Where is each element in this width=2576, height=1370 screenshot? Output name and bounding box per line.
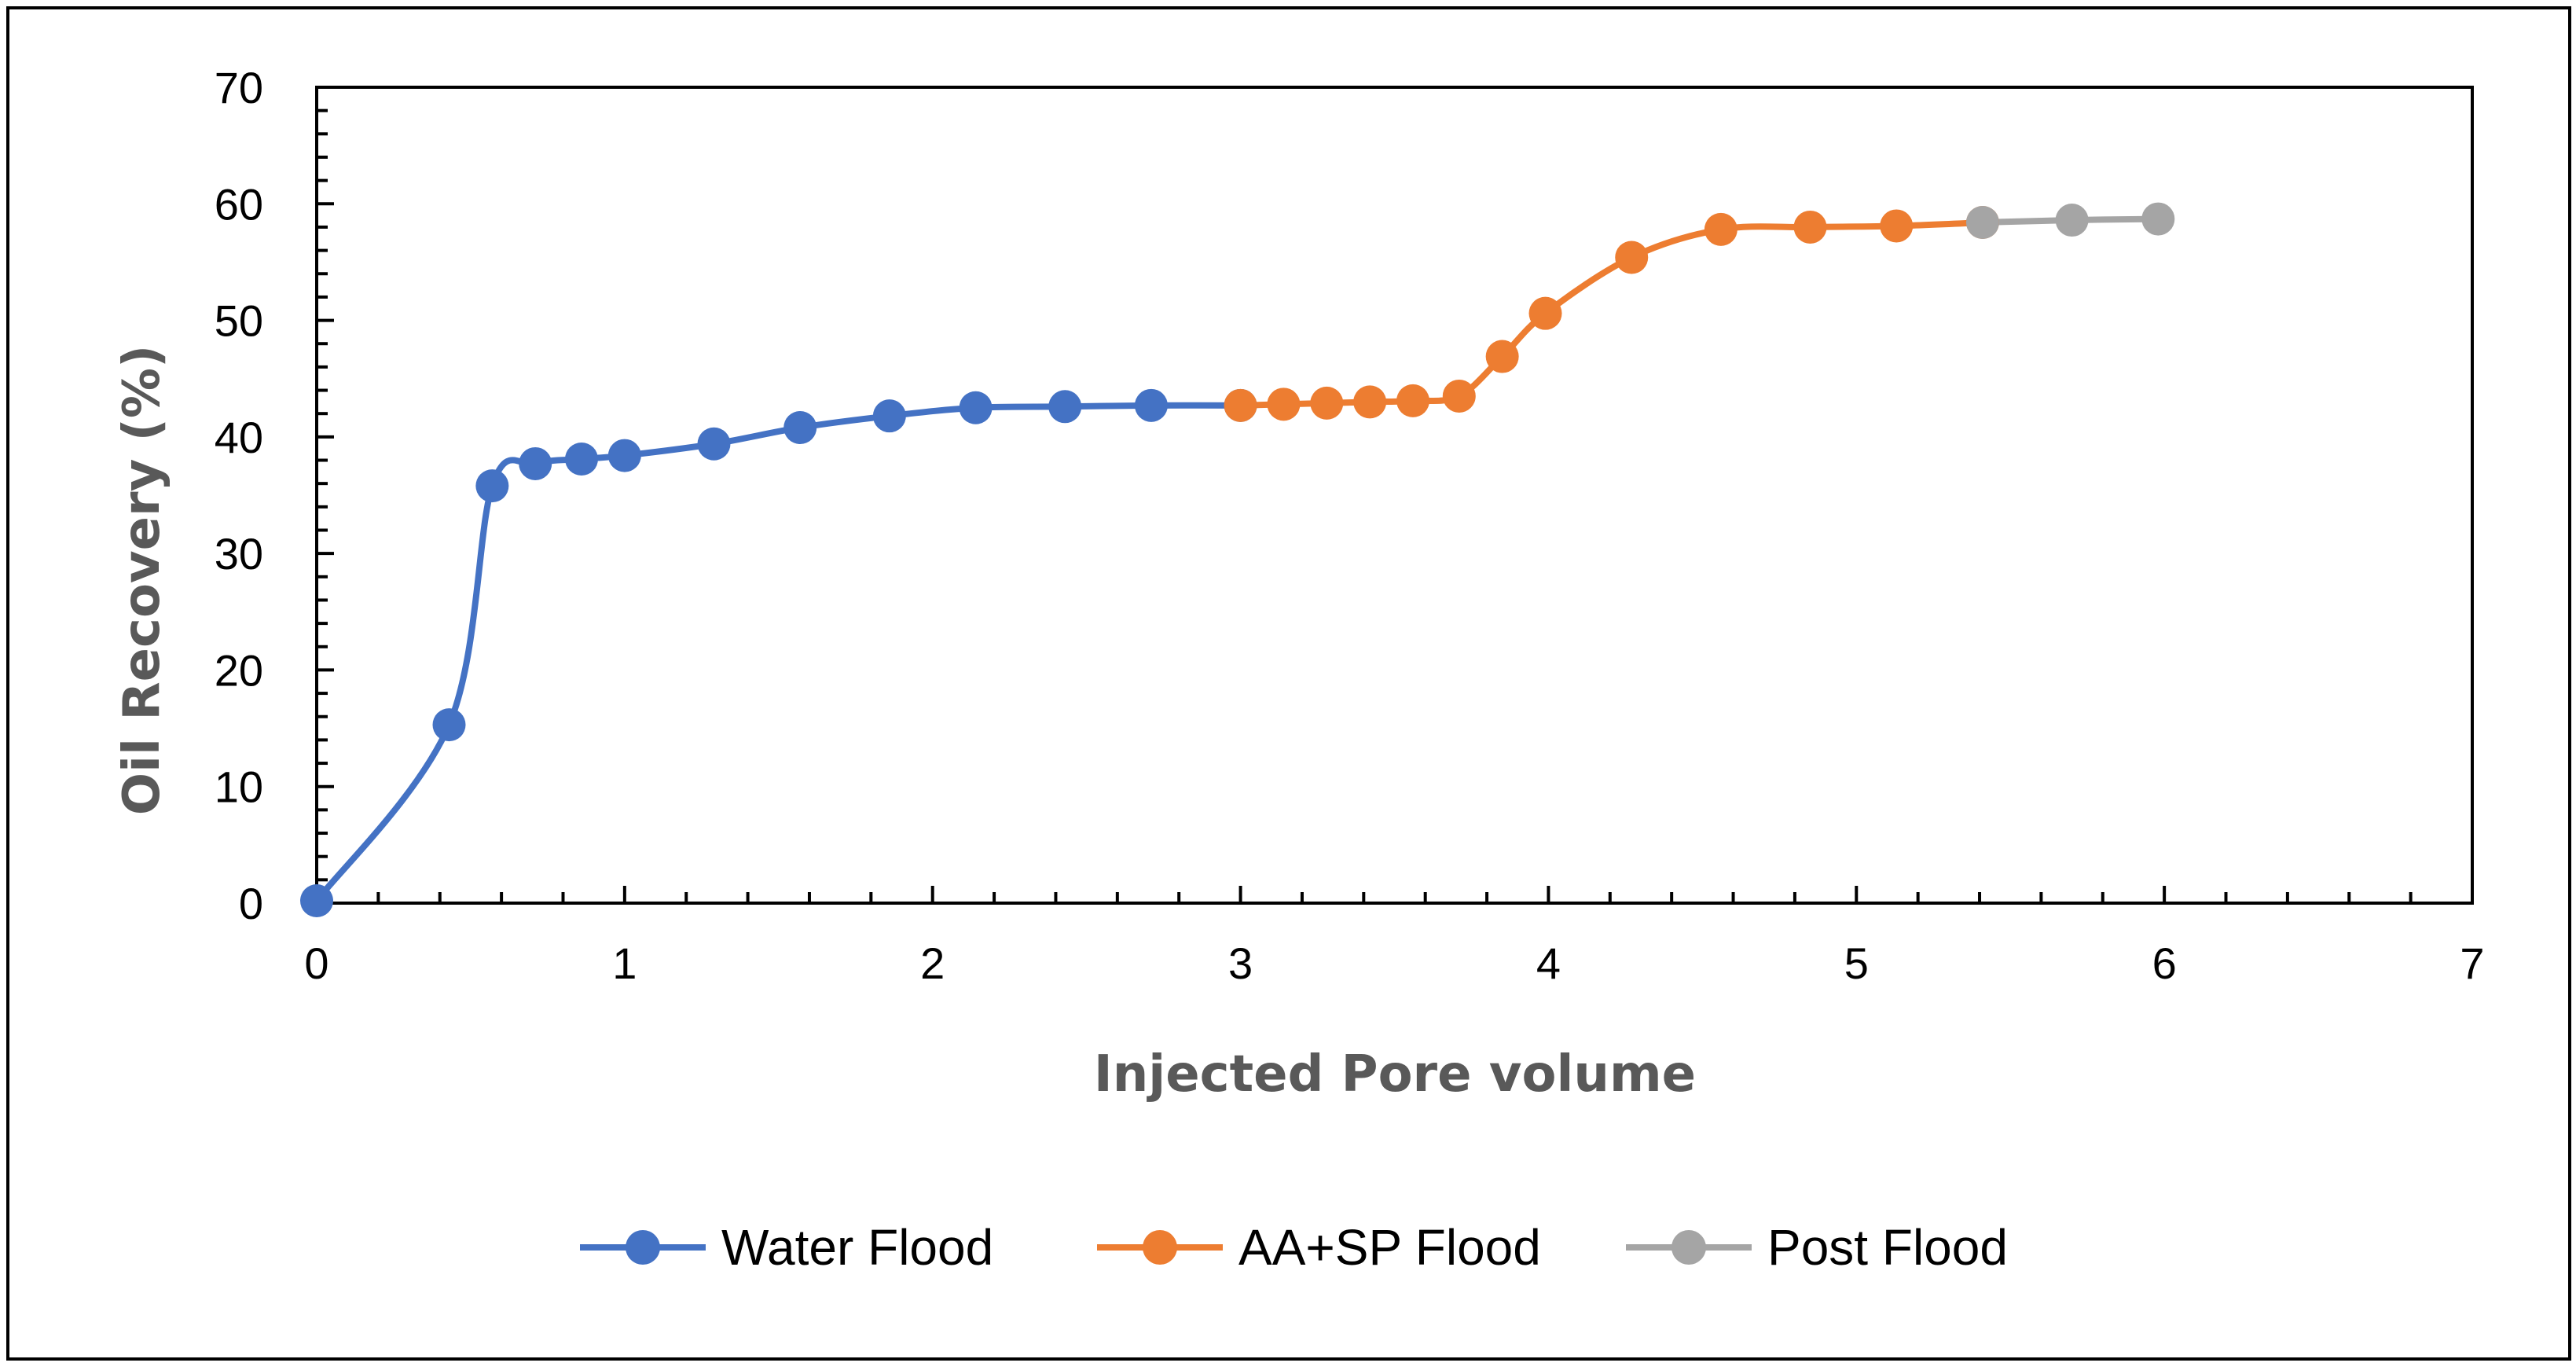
data-point-water-flood (1134, 388, 1168, 422)
chart-frame (6, 6, 2571, 1361)
x-tick-label: 3 (1228, 938, 1253, 988)
data-point-water-flood (697, 427, 731, 461)
series-layer (300, 202, 2175, 918)
data-point-post-flood (2055, 204, 2089, 237)
data-point-aa-sp-flood (1224, 388, 1257, 422)
data-point-water-flood (872, 399, 906, 433)
series-water-flood (314, 402, 1244, 905)
x-tick-label: 5 (1844, 938, 1869, 988)
plot-area-border (315, 86, 2474, 905)
data-point-aa-sp-flood (1396, 384, 1430, 417)
legend-label-aa-sp-flood: AA+SP Flood (1238, 1219, 1541, 1276)
x-tick-label: 1 (612, 938, 637, 988)
legend-label-post-flood: Post Flood (1767, 1219, 2008, 1276)
data-point-aa-sp-flood (1793, 210, 1827, 244)
x-axis-title: Injected Pore volume (1094, 1045, 1696, 1104)
data-point-water-flood (783, 410, 817, 444)
legend: Water Flood AA+SP Flood Post Flood (580, 1219, 2008, 1276)
legend-item-aa-sp-flood: AA+SP Flood (1097, 1219, 1541, 1276)
y-axis-title: Oil Recovery (%) (113, 345, 171, 815)
x-tick-label: 0 (304, 938, 328, 988)
data-point-water-flood (607, 439, 641, 472)
markers-aa-sp-flood (1224, 206, 1999, 422)
y-tick-label: 20 (215, 645, 263, 695)
y-tick-label: 40 (215, 413, 263, 462)
axes: 0 10 20 30 40 50 60 70 0 1 2 3 4 5 6 7 (215, 63, 2485, 988)
data-point-aa-sp-flood (1310, 386, 1344, 420)
data-point-aa-sp-flood (1267, 387, 1301, 421)
y-tick-label: 10 (215, 762, 263, 812)
data-point-water-flood (475, 469, 509, 503)
data-point-aa-sp-flood (1528, 296, 1562, 330)
y-tick-label: 30 (215, 529, 263, 578)
x-tick-label: 6 (2152, 938, 2177, 988)
y-tick-label: 60 (215, 179, 263, 229)
markers-post-flood (1965, 202, 2175, 240)
data-point-water-flood (519, 446, 552, 480)
series-line-aa-sp-flood (1237, 219, 1986, 409)
y-tick-label: 70 (215, 63, 263, 112)
markers-water-flood (300, 388, 1257, 918)
legend-item-post-flood: Post Flood (1626, 1219, 2008, 1276)
series-line-water-flood (314, 402, 1244, 905)
data-point-water-flood (959, 391, 993, 424)
legend-marker-aa-sp-flood (1143, 1230, 1177, 1265)
data-point-aa-sp-flood (1442, 379, 1476, 413)
data-point-water-flood (300, 884, 333, 918)
legend-item-water-flood: Water Flood (580, 1219, 993, 1276)
series-aa-sp-flood (1237, 219, 1986, 409)
data-point-water-flood (432, 708, 466, 742)
legend-marker-post-flood (1671, 1230, 1706, 1265)
x-tick-label: 2 (920, 938, 945, 988)
data-point-water-flood (564, 443, 598, 476)
data-point-aa-sp-flood (1485, 340, 1519, 373)
data-point-aa-sp-flood (1880, 209, 1914, 243)
data-point-post-flood (2141, 202, 2175, 236)
data-point-aa-sp-flood (1353, 385, 1387, 419)
x-tick-label: 7 (2460, 938, 2484, 988)
data-point-aa-sp-flood (1615, 241, 1649, 274)
data-point-water-flood (1048, 390, 1082, 424)
data-point-post-flood (1965, 206, 1999, 240)
x-tick-label: 4 (1536, 938, 1561, 988)
y-tick-label: 0 (239, 879, 263, 928)
legend-label-water-flood: Water Flood (721, 1219, 993, 1276)
legend-marker-water-flood (626, 1230, 660, 1265)
data-point-aa-sp-flood (1704, 212, 1738, 246)
y-tick-label: 50 (215, 296, 263, 346)
